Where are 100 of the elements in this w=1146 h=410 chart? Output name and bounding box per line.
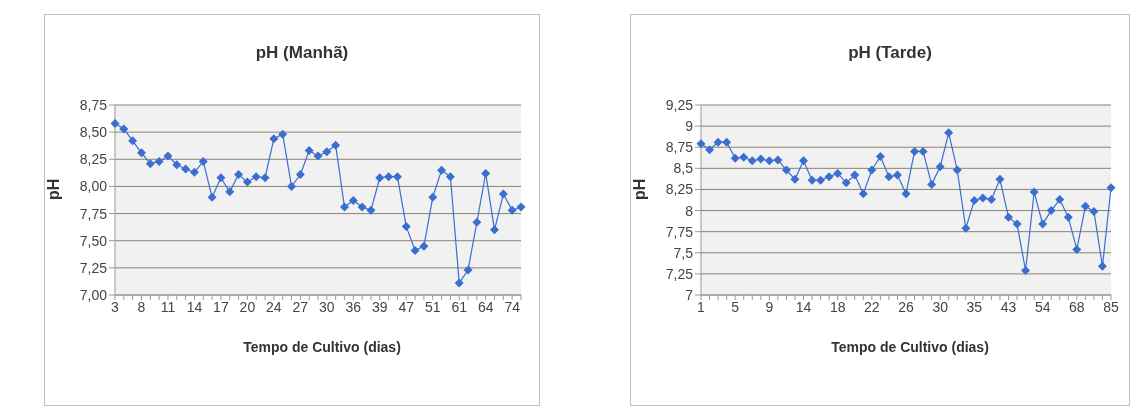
point	[375, 173, 385, 183]
point	[884, 172, 894, 182]
point	[1038, 219, 1048, 229]
point	[824, 172, 834, 182]
x-tick-label: 26	[898, 298, 914, 315]
x-tick-label: 74	[504, 298, 521, 315]
y-tick-label: 8,25	[79, 151, 108, 168]
point	[172, 160, 182, 170]
point	[454, 278, 464, 288]
x-tick-label: 11	[160, 298, 176, 315]
point	[189, 167, 199, 177]
point	[1004, 212, 1013, 222]
x-tick-label: 51	[424, 298, 441, 315]
y-tick-label: 7,25	[79, 259, 108, 276]
point	[833, 168, 843, 178]
point	[978, 193, 988, 203]
point	[216, 173, 226, 183]
x-tick-label: 64	[477, 298, 494, 315]
point	[722, 137, 732, 147]
point	[437, 165, 447, 175]
point	[1097, 261, 1107, 271]
x-tick-label: 85	[1103, 298, 1119, 315]
point	[986, 195, 996, 205]
point	[392, 172, 402, 182]
point	[207, 192, 217, 202]
y-tick-label: 7	[685, 286, 694, 303]
y-tick-label: 7,75	[79, 205, 108, 222]
x-tick-label: 39	[371, 298, 388, 315]
point	[242, 177, 252, 187]
y-tick-label: 7,50	[79, 232, 108, 249]
point	[516, 202, 526, 212]
x-tick-label: 17	[213, 298, 229, 315]
y-tick-label: 8,50	[79, 124, 108, 141]
point	[481, 168, 491, 178]
point	[269, 134, 279, 144]
point	[927, 179, 937, 189]
x-tick-label: 18	[829, 298, 846, 315]
point	[867, 165, 877, 175]
point	[1055, 195, 1065, 205]
point	[278, 129, 288, 139]
point	[918, 146, 928, 156]
point	[969, 195, 979, 205]
point	[1046, 206, 1056, 216]
point	[944, 128, 954, 138]
point	[490, 225, 500, 235]
y-tick-label: 8,00	[79, 178, 108, 195]
x-tick-label: 1	[697, 298, 706, 315]
x-tick-label: 47	[398, 298, 415, 315]
point	[366, 205, 376, 215]
point	[313, 151, 323, 161]
point	[136, 148, 146, 158]
point	[1080, 201, 1090, 211]
x-tick-label: 27	[292, 298, 309, 315]
point	[875, 152, 885, 162]
point	[730, 153, 740, 163]
point	[799, 156, 808, 166]
point	[739, 152, 749, 162]
y-tick-label: 8,75	[665, 139, 694, 156]
y-axis-title: pH	[630, 178, 648, 200]
point	[901, 189, 911, 199]
point	[110, 118, 120, 128]
x-tick-label: 22	[864, 298, 880, 315]
point	[952, 165, 962, 175]
point	[463, 265, 473, 275]
y-tick-label: 8,75	[79, 96, 108, 113]
point	[756, 154, 766, 164]
point	[357, 202, 367, 212]
point	[348, 196, 358, 206]
point	[331, 140, 341, 150]
point	[445, 172, 455, 182]
x-tick-label: 14	[795, 298, 812, 315]
point	[781, 165, 791, 175]
y-tick-label: 8,5	[673, 160, 694, 177]
y-axis-title: pH	[44, 178, 62, 200]
point	[384, 172, 394, 182]
y-tick-label: 8	[685, 202, 694, 219]
point	[401, 222, 411, 232]
x-tick-label: 61	[451, 298, 468, 315]
x-tick-label: 36	[345, 298, 362, 315]
point	[1021, 266, 1031, 276]
x-tick-label: 5	[731, 298, 740, 315]
point	[713, 137, 723, 147]
x-tick-label: 3	[111, 298, 120, 315]
point	[428, 192, 438, 202]
point	[858, 189, 868, 199]
point	[747, 156, 757, 166]
x-tick-label: 9	[765, 298, 774, 315]
point	[764, 156, 774, 166]
point	[234, 169, 244, 179]
point	[850, 170, 860, 180]
point	[295, 169, 305, 179]
point	[119, 124, 129, 134]
point	[705, 145, 715, 155]
y-tick-label: 7,5	[673, 244, 694, 261]
chart-title: pH (Manhã)	[254, 43, 350, 63]
x-tick-label: 24	[266, 298, 282, 315]
point	[163, 151, 173, 161]
point	[472, 217, 482, 227]
point	[304, 146, 314, 156]
point	[251, 172, 261, 182]
